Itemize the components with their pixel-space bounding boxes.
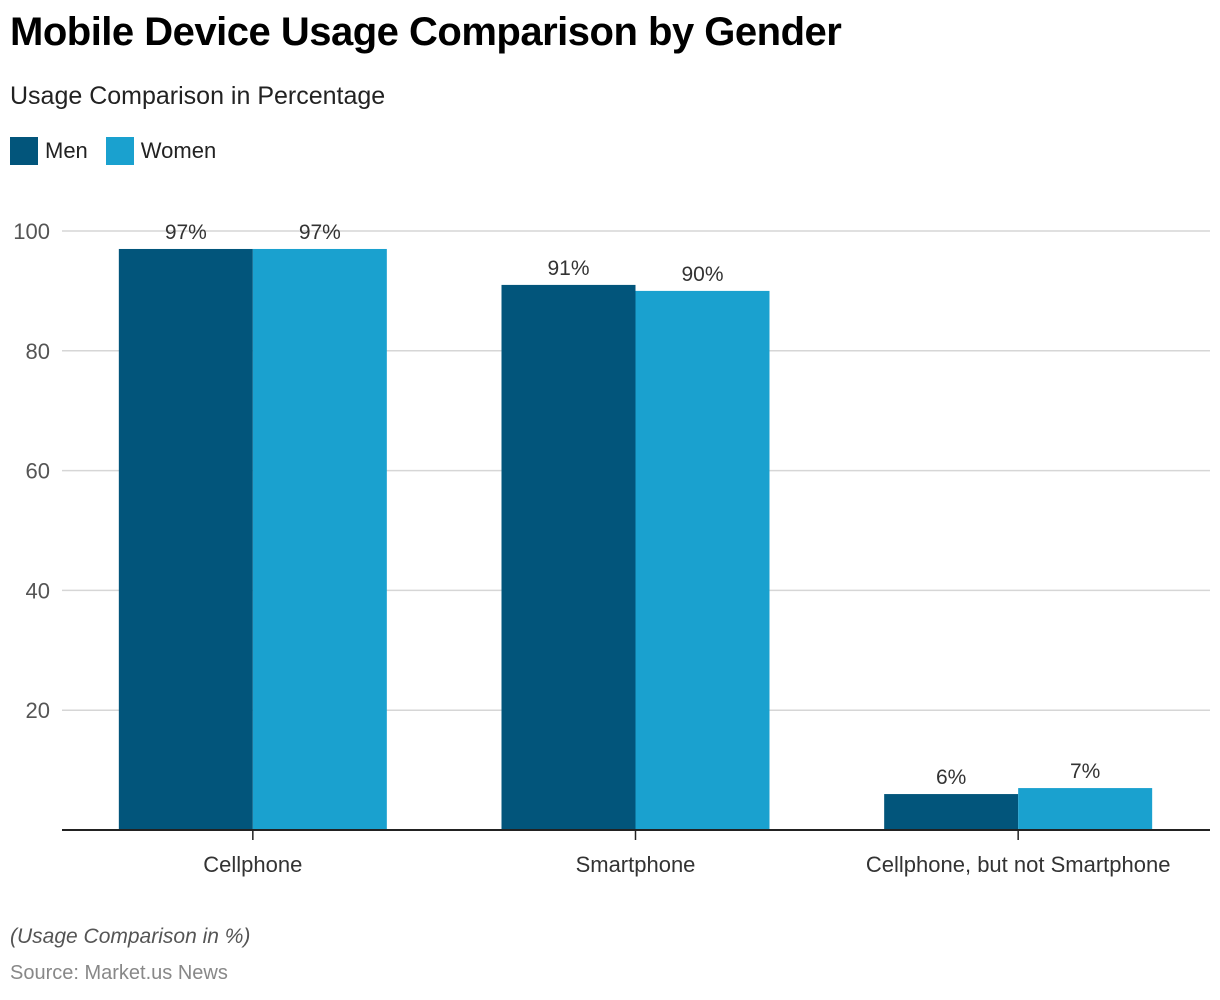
bar-women bbox=[1018, 788, 1153, 830]
bar-men bbox=[118, 248, 253, 831]
y-tick-label: 60 bbox=[26, 459, 50, 484]
legend-swatch-men bbox=[10, 137, 38, 165]
footnote: (Usage Comparison in %) bbox=[10, 925, 251, 948]
bar-women bbox=[635, 290, 770, 830]
chart-title: Mobile Device Usage Comparison by Gender bbox=[10, 10, 842, 54]
x-tick-label: Cellphone, but not Smartphone bbox=[866, 852, 1171, 877]
y-tick-label: 20 bbox=[26, 698, 50, 723]
data-label: 90% bbox=[681, 263, 723, 286]
legend: Men Women bbox=[10, 137, 234, 165]
data-label: 91% bbox=[547, 257, 589, 280]
legend-item-men[interactable]: Men bbox=[10, 137, 88, 165]
legend-swatch-women bbox=[105, 137, 134, 165]
bar-women bbox=[252, 248, 387, 831]
bar-men bbox=[884, 794, 1019, 830]
y-tick-label: 100 bbox=[13, 219, 50, 244]
data-label: 97% bbox=[165, 221, 207, 244]
data-label: 6% bbox=[936, 766, 966, 789]
data-label: 7% bbox=[1070, 760, 1100, 783]
y-tick-label: 40 bbox=[26, 578, 50, 603]
bar-men bbox=[501, 284, 636, 830]
legend-item-women[interactable]: Women bbox=[105, 137, 217, 165]
x-tick-label: Smartphone bbox=[576, 852, 696, 877]
source-note: Source: Market.us News bbox=[10, 962, 228, 984]
data-label: 97% bbox=[299, 221, 341, 244]
x-axis-ticks: Cellphone Smartphone Cellphone, but not Sm… bbox=[203, 830, 1170, 877]
chart-subtitle: Usage Comparison in Percentage bbox=[10, 82, 386, 110]
data-labels: 97% 97% 91% 90% 6% 7% bbox=[165, 221, 1101, 789]
y-axis-ticks: 20 40 60 80 100 bbox=[13, 219, 50, 723]
x-tick-label: Cellphone bbox=[203, 852, 302, 877]
bars bbox=[118, 248, 1153, 831]
legend-label-women: Women bbox=[140, 138, 217, 163]
y-tick-label: 80 bbox=[26, 339, 50, 364]
legend-label-men: Men bbox=[45, 138, 88, 163]
